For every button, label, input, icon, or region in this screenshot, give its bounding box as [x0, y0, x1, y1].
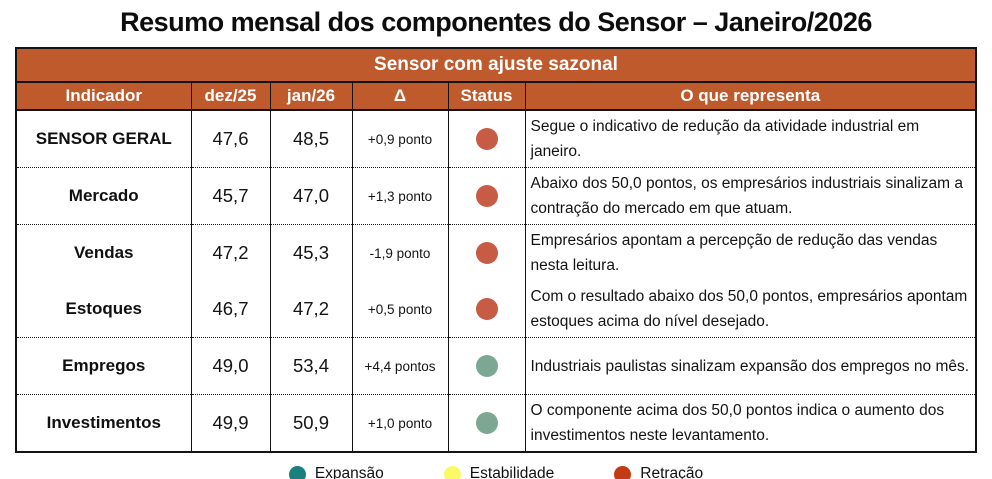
- status-cell: [447, 167, 525, 225]
- jan26-value: 47,2: [269, 281, 352, 338]
- table-row-mercado: Mercado 45,7 47,0 +1,3 ponto Abaixo dos …: [16, 167, 976, 225]
- status-dot: [475, 355, 498, 377]
- jan26-value: 50,9: [269, 394, 352, 452]
- delta-value: +1,3 ponto: [351, 167, 448, 225]
- status-dot: [475, 298, 498, 320]
- status-cell: [447, 337, 525, 395]
- indicator-name: Vendas: [16, 224, 191, 281]
- indicator-description: Com o resultado abaixo dos 50,0 pontos, …: [524, 281, 976, 338]
- retracao-dot-icon: [614, 465, 632, 479]
- indicator-name: Empregos: [16, 337, 191, 395]
- dez25-value: 49,9: [190, 394, 270, 452]
- status-dot: [475, 185, 498, 207]
- group-header-row: Sensor com ajuste sazonal: [16, 48, 976, 83]
- legend-item-retracao: Retração: [614, 465, 703, 479]
- status-dot: [475, 242, 498, 264]
- legend-label: Estabilidade: [469, 465, 555, 479]
- column-header-jan26: jan/26: [269, 82, 352, 111]
- column-header-indicador: Indicador: [16, 82, 191, 111]
- sensor-summary-table: Sensor com ajuste sazonal Indicador dez/…: [15, 47, 977, 453]
- indicator-description: Abaixo dos 50,0 pontos, os empresários i…: [524, 167, 976, 225]
- group-header: Sensor com ajuste sazonal: [16, 48, 976, 83]
- dez25-value: 45,7: [190, 167, 270, 225]
- status-cell: [447, 281, 525, 338]
- table-row-investimentos: Investimentos 49,9 50,9 +1,0 ponto O com…: [16, 394, 976, 452]
- jan26-value: 48,5: [269, 110, 352, 168]
- column-header-descricao: O que representa: [524, 82, 976, 111]
- jan26-value: 45,3: [269, 224, 352, 281]
- indicator-name: Mercado: [16, 167, 191, 225]
- page-title: Resumo mensal dos componentes do Sensor …: [120, 7, 872, 37]
- table-row-empregos: Empregos 49,0 53,4 +4,4 pontos Industria…: [16, 337, 976, 395]
- column-header-delta: Δ: [351, 82, 448, 111]
- jan26-value: 47,0: [269, 167, 352, 225]
- table-row-estoques: Estoques 46,7 47,2 +0,5 ponto Com o resu…: [16, 281, 976, 338]
- legend-item-estabilidade: Estabilidade: [443, 465, 555, 479]
- legend-item-expansao: Expansão: [288, 465, 384, 479]
- status-dot: [475, 412, 498, 434]
- column-header-dez25: dez/25: [190, 82, 270, 111]
- status-cell: [447, 224, 525, 281]
- delta-value: -1,9 ponto: [351, 224, 448, 281]
- indicator-name: Estoques: [16, 281, 191, 338]
- legend-label: Retração: [640, 465, 704, 479]
- column-header-row: Indicador dez/25 jan/26 Δ Status O que r…: [16, 82, 976, 111]
- table-row-vendas: Vendas 47,2 45,3 -1,9 ponto Empresários …: [16, 224, 976, 281]
- expansao-dot-icon: [288, 465, 306, 479]
- dez25-value: 46,7: [190, 281, 270, 338]
- delta-value: +1,0 ponto: [351, 394, 448, 452]
- status-dot: [475, 128, 498, 150]
- legend: Expansão Estabilidade Retração: [0, 465, 992, 479]
- dez25-value: 49,0: [190, 337, 270, 395]
- delta-value: +0,5 ponto: [351, 281, 448, 338]
- dez25-value: 47,2: [190, 224, 270, 281]
- indicator-description: Empresários apontam a percepção de reduç…: [524, 224, 976, 281]
- table-row-sensor-geral: SENSOR GERAL 47,6 48,5 +0,9 ponto Segue …: [16, 110, 976, 168]
- indicator-description: O componente acima dos 50,0 pontos indic…: [524, 394, 976, 452]
- indicator-name: SENSOR GERAL: [16, 110, 191, 168]
- status-cell: [447, 394, 525, 452]
- estabilidade-dot-icon: [443, 465, 461, 479]
- delta-value: +0,9 ponto: [351, 110, 448, 168]
- indicator-description: Segue o indicativo de redução da ativida…: [524, 110, 976, 168]
- indicator-name: Investimentos: [16, 394, 191, 452]
- status-cell: [447, 110, 525, 168]
- column-header-status: Status: [447, 82, 525, 111]
- delta-value: +4,4 pontos: [351, 337, 448, 395]
- indicator-description: Industriais paulistas sinalizam expansão…: [524, 337, 976, 395]
- dez25-value: 47,6: [190, 110, 270, 168]
- legend-label: Expansão: [314, 465, 384, 479]
- jan26-value: 53,4: [269, 337, 352, 395]
